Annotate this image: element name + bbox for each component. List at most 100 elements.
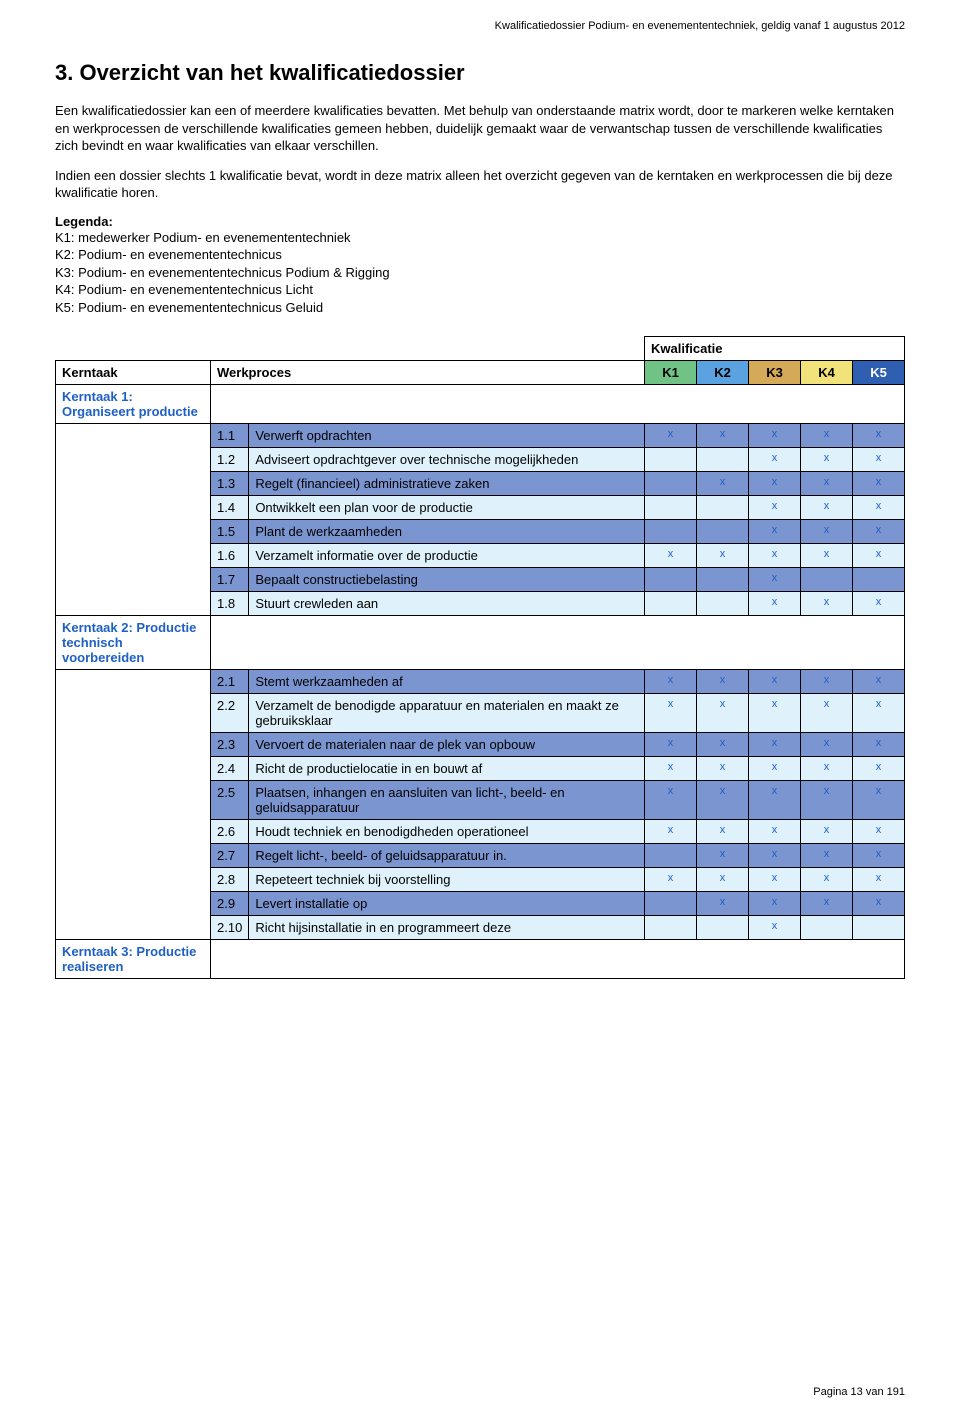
- mark-cell: x: [853, 670, 905, 694]
- mark-cell: x: [749, 757, 801, 781]
- werkproces-num: 1.5: [211, 520, 249, 544]
- mark-cell: x: [697, 868, 749, 892]
- mark-cell: x: [645, 733, 697, 757]
- header-blank: [56, 337, 645, 361]
- kerntaak-title: Kerntaak 3: Productie realiseren: [56, 940, 211, 979]
- mark-cell: x: [645, 781, 697, 820]
- mark-cell: x: [801, 892, 853, 916]
- legenda-block: Legenda: K1: medewerker Podium- en evene…: [55, 214, 905, 317]
- werkproces-desc: Bepaalt constructiebelasting: [249, 568, 645, 592]
- mark-cell: [853, 568, 905, 592]
- mark-cell: x: [645, 694, 697, 733]
- werkproces-num: 2.4: [211, 757, 249, 781]
- kerntaak-title: Kerntaak 1: Organiseert productie: [56, 385, 211, 424]
- mark-cell: x: [801, 844, 853, 868]
- intro-paragraph-2: Indien een dossier slechts 1 kwalificati…: [55, 167, 905, 202]
- mark-cell: x: [697, 472, 749, 496]
- header-k-col: K2: [697, 361, 749, 385]
- mark-cell: x: [749, 844, 801, 868]
- mark-cell: x: [853, 868, 905, 892]
- werkproces-desc: Regelt (financieel) administratieve zake…: [249, 472, 645, 496]
- header-k-col: K3: [749, 361, 801, 385]
- mark-cell: x: [801, 670, 853, 694]
- mark-cell: x: [749, 448, 801, 472]
- mark-cell: x: [697, 544, 749, 568]
- mark-cell: [645, 496, 697, 520]
- werkproces-desc: Stuurt crewleden aan: [249, 592, 645, 616]
- mark-cell: x: [749, 496, 801, 520]
- mark-cell: x: [645, 544, 697, 568]
- mark-cell: [645, 844, 697, 868]
- mark-cell: x: [697, 820, 749, 844]
- mark-cell: x: [801, 496, 853, 520]
- header-k-col: K5: [853, 361, 905, 385]
- werkproces-desc: Verzamelt de benodigde apparatuur en mat…: [249, 694, 645, 733]
- werkproces-desc: Levert installatie op: [249, 892, 645, 916]
- mark-cell: x: [645, 670, 697, 694]
- werkproces-desc: Stemt werkzaamheden af: [249, 670, 645, 694]
- mark-cell: x: [853, 694, 905, 733]
- legenda-line: K2: Podium- en evenemententechnicus: [55, 246, 905, 264]
- mark-cell: x: [749, 892, 801, 916]
- werkproces-desc: Ontwikkelt een plan voor de productie: [249, 496, 645, 520]
- doc-header: Kwalificatiedossier Podium- en evenement…: [495, 20, 905, 32]
- werkproces-num: 2.2: [211, 694, 249, 733]
- mark-cell: x: [645, 757, 697, 781]
- mark-cell: x: [853, 820, 905, 844]
- mark-cell: [645, 892, 697, 916]
- legenda-line: K5: Podium- en evenemententechnicus Gelu…: [55, 299, 905, 317]
- mark-cell: [801, 916, 853, 940]
- mark-cell: x: [749, 733, 801, 757]
- mark-cell: [697, 496, 749, 520]
- mark-cell: x: [853, 892, 905, 916]
- mark-cell: x: [749, 424, 801, 448]
- mark-cell: x: [801, 592, 853, 616]
- header-kerntaak: Kerntaak: [56, 361, 211, 385]
- section-heading: 3. Overzicht van het kwalificatiedossier: [55, 60, 905, 86]
- header-kwalificatie: Kwalificatie: [645, 337, 905, 361]
- werkproces-num: 1.2: [211, 448, 249, 472]
- werkproces-num: 2.6: [211, 820, 249, 844]
- werkproces-num: 2.3: [211, 733, 249, 757]
- kerntaak-blank-right: [211, 940, 905, 979]
- mark-cell: x: [853, 472, 905, 496]
- mark-cell: [697, 592, 749, 616]
- werkproces-desc: Adviseert opdrachtgever over technische …: [249, 448, 645, 472]
- kerntaak-title: Kerntaak 2: Productie technisch voorbere…: [56, 616, 211, 670]
- werkproces-num: 2.10: [211, 916, 249, 940]
- mark-cell: x: [801, 520, 853, 544]
- mark-cell: x: [697, 757, 749, 781]
- werkproces-desc: Repeteert techniek bij voorstelling: [249, 868, 645, 892]
- legenda-label: Legenda:: [55, 214, 905, 229]
- mark-cell: x: [853, 781, 905, 820]
- kerntaak-left-blank: [56, 424, 211, 616]
- werkproces-num: 2.1: [211, 670, 249, 694]
- werkproces-desc: Richt hijsinstallatie in en programmeert…: [249, 916, 645, 940]
- mark-cell: x: [801, 694, 853, 733]
- mark-cell: x: [853, 424, 905, 448]
- mark-cell: x: [853, 592, 905, 616]
- page: Kwalificatiedossier Podium- en evenement…: [0, 0, 960, 1416]
- mark-cell: x: [749, 868, 801, 892]
- mark-cell: x: [749, 820, 801, 844]
- mark-cell: x: [801, 733, 853, 757]
- mark-cell: [645, 592, 697, 616]
- mark-cell: x: [749, 781, 801, 820]
- mark-cell: [697, 568, 749, 592]
- werkproces-num: 1.3: [211, 472, 249, 496]
- mark-cell: x: [697, 670, 749, 694]
- werkproces-num: 2.9: [211, 892, 249, 916]
- mark-cell: x: [853, 520, 905, 544]
- mark-cell: [645, 520, 697, 544]
- werkproces-num: 2.7: [211, 844, 249, 868]
- mark-cell: [645, 448, 697, 472]
- mark-cell: x: [749, 520, 801, 544]
- page-footer: Pagina 13 van 191: [813, 1386, 905, 1398]
- mark-cell: x: [801, 781, 853, 820]
- legenda-line: K3: Podium- en evenemententechnicus Podi…: [55, 264, 905, 282]
- mark-cell: x: [645, 424, 697, 448]
- mark-cell: x: [853, 733, 905, 757]
- mark-cell: [853, 916, 905, 940]
- mark-cell: x: [853, 496, 905, 520]
- legenda-line: K1: medewerker Podium- en evenemententec…: [55, 229, 905, 247]
